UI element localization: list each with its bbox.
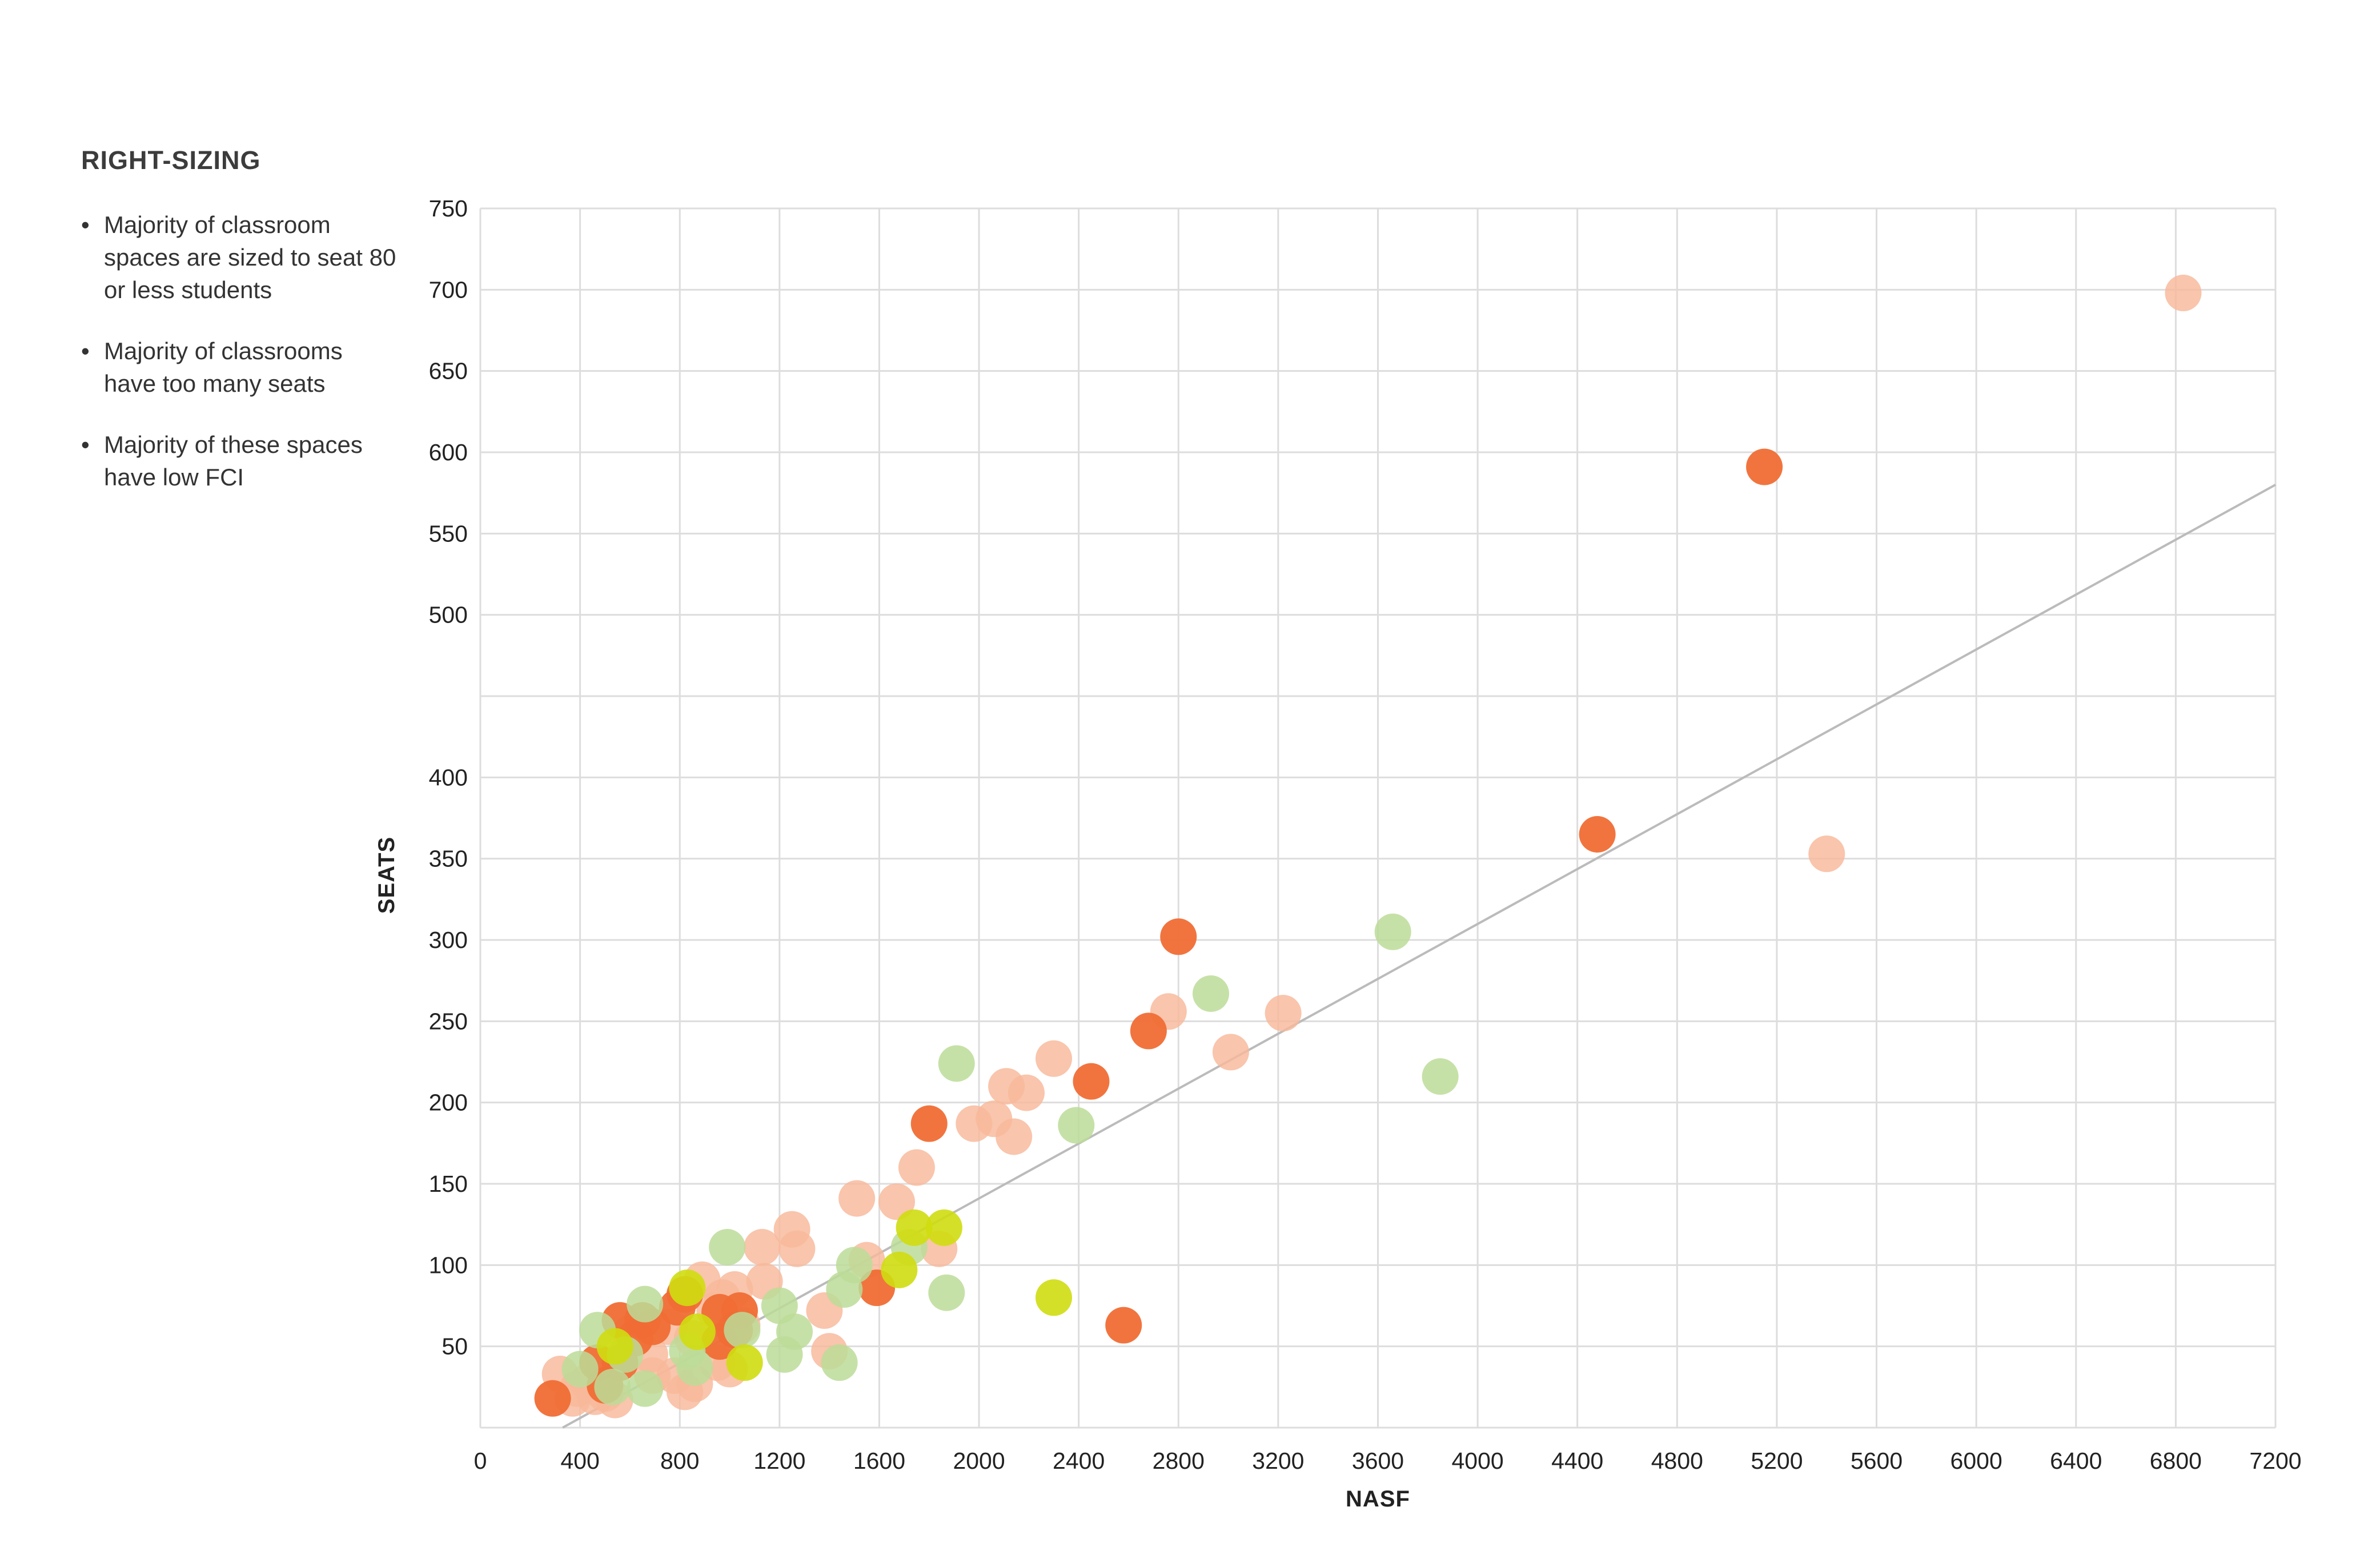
data-point-dark-orange [1130,1012,1167,1050]
data-point-light-orange [1036,1040,1073,1077]
y-tick-label: 550 [429,520,468,547]
x-tick-label: 0 [474,1448,487,1474]
data-point-light-orange [1808,835,1845,873]
x-tick-label: 2400 [1053,1448,1105,1474]
x-tick-label: 3200 [1252,1448,1304,1474]
data-point-light-green [1374,913,1411,950]
bullet-item: Majority of classroom spaces are sized t… [81,208,401,306]
x-tick-label: 7200 [2249,1448,2301,1474]
y-tick-label: 300 [429,927,468,953]
data-point-light-orange [878,1183,916,1220]
y-tick-label: 350 [429,846,468,872]
data-point-yellow-green [596,1328,633,1365]
data-point-light-green [928,1274,965,1311]
data-point-light-orange [1212,1034,1249,1071]
data-point-light-orange [996,1118,1033,1155]
data-point-dark-orange [1579,815,1616,853]
data-point-dark-orange [1160,918,1197,955]
bullet-item: Majority of classrooms have too many sea… [81,335,401,400]
data-point-light-orange [1265,995,1302,1032]
x-tick-label: 400 [560,1448,599,1474]
data-point-light-orange [744,1229,781,1266]
trendline-layer [562,484,2276,1429]
y-tick-label: 200 [429,1090,468,1116]
data-point-light-green [938,1045,975,1082]
data-point-light-green [826,1271,863,1308]
x-tick-label: 6800 [2150,1448,2202,1474]
y-tick-label: 250 [429,1008,468,1034]
x-tick-label: 6000 [1950,1448,2002,1474]
x-tick-label: 800 [660,1448,699,1474]
data-point-light-green [594,1368,631,1405]
y-tick-label: 150 [429,1171,468,1197]
x-tick-label: 1200 [753,1448,805,1474]
y-tick-label: 650 [429,358,468,384]
x-axis-title: NASF [1346,1486,1410,1512]
data-point-yellow-green [896,1209,933,1246]
data-point-light-green [676,1349,713,1386]
data-point-light-green [561,1351,599,1388]
trend-line [562,484,2276,1429]
x-tick-label: 4000 [1452,1448,1504,1474]
x-tick-label: 4400 [1551,1448,1603,1474]
data-point-light-green [627,1370,664,1407]
y-tick-label: 750 [429,195,468,222]
data-point-yellow-green [679,1313,716,1351]
data-point-light-green [776,1313,813,1351]
x-tick-label: 3600 [1352,1448,1404,1474]
data-point-yellow-green [726,1344,763,1381]
y-tick-label: 400 [429,764,468,790]
x-tick-labels: 0 400 800 1200 1600 2000 2400 2800 3200 3600 4000 4… [474,1448,2302,1474]
x-tick-label: 4800 [1651,1448,1703,1474]
data-point-light-green [1422,1058,1459,1095]
data-point-light-green [724,1312,761,1349]
data-point-light-orange [1008,1074,1045,1111]
y-tick-label: 700 [429,276,468,303]
data-point-yellow-green [669,1269,706,1307]
data-point-dark-orange [534,1380,571,1417]
x-tick-label: 6400 [2050,1448,2102,1474]
data-point-light-orange [778,1230,816,1267]
data-point-dark-orange [1105,1307,1142,1344]
data-point-yellow-green [881,1251,918,1288]
y-tick-label: 600 [429,439,468,465]
data-point-light-orange [838,1180,876,1217]
x-tick-label: 2000 [953,1448,1005,1474]
x-tick-label: 5200 [1751,1448,1803,1474]
data-point-light-green [709,1229,746,1266]
data-point-light-green [821,1344,858,1381]
data-point-light-green [1193,975,1230,1012]
x-tick-label: 5600 [1851,1448,1903,1474]
x-tick-label: 1600 [853,1448,905,1474]
data-point-light-orange [956,1105,993,1142]
y-axis-title: SEATS [374,837,399,914]
points-layer [534,275,2202,1419]
y-tick-label: 100 [429,1252,468,1278]
data-point-light-orange [898,1149,935,1186]
y-tick-label: 50 [442,1333,468,1360]
grid-layer [479,207,2277,1429]
info-panel: RIGHT-SIZING Majority of classroom space… [81,146,401,522]
panel-title: RIGHT-SIZING [81,146,261,175]
y-tick-label: 500 [429,602,468,628]
x-tick-label: 2800 [1153,1448,1205,1474]
data-point-dark-orange [1073,1063,1110,1100]
data-point-yellow-green [1036,1279,1073,1316]
bullet-item: Majority of these spaces have low FCI [81,428,401,493]
data-point-yellow-green [925,1209,962,1246]
bullet-list: Majority of classroom spaces are sized t… [81,208,401,493]
data-point-light-green [627,1285,664,1323]
y-tick-labels: 50 100 150 200 250 300 350 400 500 550 600 650 700 75… [429,195,468,1360]
data-point-dark-orange [910,1105,948,1142]
data-point-light-orange [2165,275,2202,312]
data-point-dark-orange [1746,448,1783,485]
data-point-light-green [1058,1107,1095,1144]
